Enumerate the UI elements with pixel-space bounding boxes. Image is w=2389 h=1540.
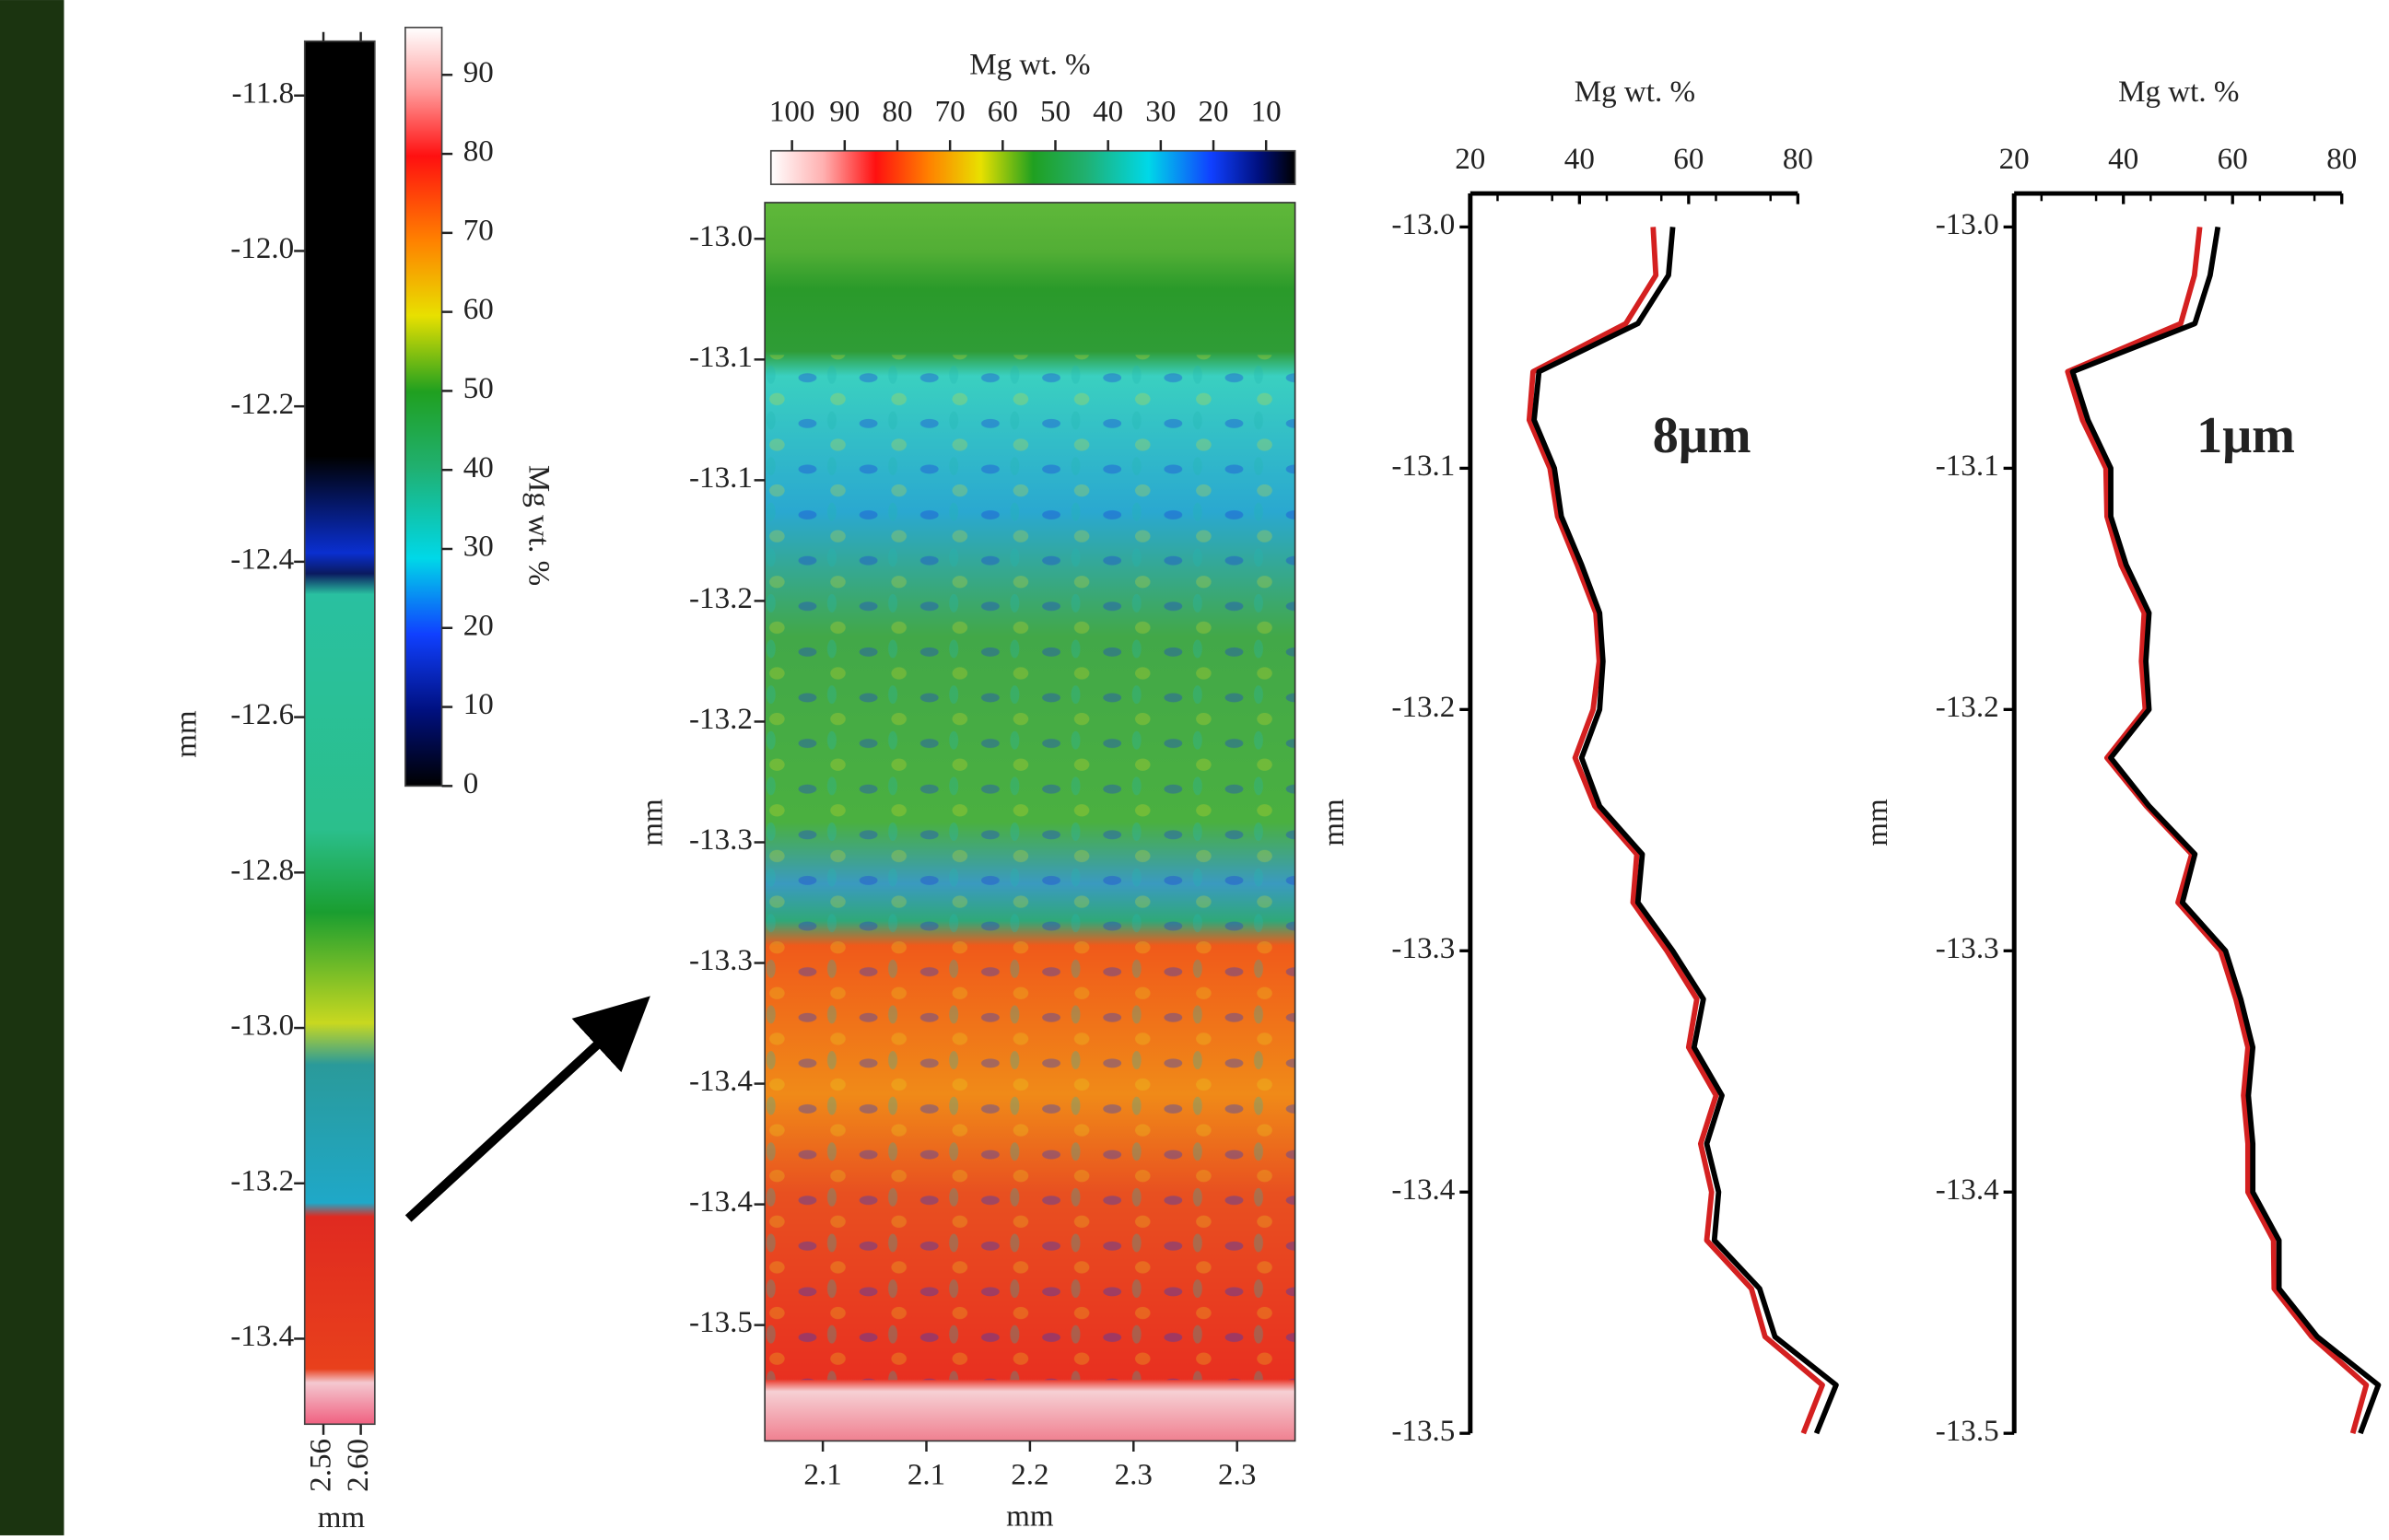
y-tick-label: -13.3 xyxy=(1936,932,1999,965)
colorbar-tick-label: 30 xyxy=(1145,96,1176,129)
y-tick-label: -13.5 xyxy=(1936,1415,1999,1448)
y-tick-label: 50 xyxy=(463,372,494,405)
x-tick-label: 2.3 xyxy=(1218,1459,1256,1492)
y-tick-label: -13.0 xyxy=(230,1009,294,1043)
y-tick-label: -13.1 xyxy=(1936,449,1999,483)
y-tick-label: -13.5 xyxy=(689,1306,753,1339)
y-tick-label: -13.2 xyxy=(1936,691,1999,724)
y-tick-label: -13.4 xyxy=(1391,1173,1455,1207)
x-tick-label: 80 xyxy=(2326,143,2357,176)
y-tick-label: -13.3 xyxy=(689,823,753,857)
y-tick-label: 90 xyxy=(463,56,494,89)
profile-line xyxy=(1526,227,1825,1435)
map-image xyxy=(304,41,375,1425)
colorbar xyxy=(769,149,1296,185)
y-tick-label: 80 xyxy=(463,135,494,169)
y-tick-label: -12.4 xyxy=(230,542,294,576)
x-tick-label: 2.1 xyxy=(803,1459,841,1492)
colorbar-tick-label: 40 xyxy=(1093,96,1123,129)
y-tick-label: -13.2 xyxy=(689,582,753,615)
y-axis-label: mm xyxy=(1861,799,1894,846)
x-axis-label: Mg wt. % xyxy=(1575,76,1695,109)
x-tick-label: 60 xyxy=(1673,143,1704,176)
colorbar xyxy=(404,26,443,788)
colorbar-tick-label: 70 xyxy=(935,96,966,129)
y-tick-label: -13.0 xyxy=(1936,208,1999,241)
x-axis-label: mm xyxy=(1006,1499,1054,1533)
colorbar-tick-label: 10 xyxy=(1251,96,1282,129)
y-tick-label: -13.1 xyxy=(689,341,753,374)
annotation: 8μm xyxy=(1653,407,1751,464)
y-tick-label: -13.0 xyxy=(689,220,753,253)
y-axis-label: mm xyxy=(1317,799,1351,846)
y-tick-label: -13.3 xyxy=(1391,932,1455,965)
y-tick-label: -13.4 xyxy=(230,1320,294,1353)
x-tick-label: 20 xyxy=(1999,143,2030,176)
y-tick-label: -13.2 xyxy=(1391,691,1455,724)
y-tick-label: -12.0 xyxy=(230,232,294,265)
y-tick-label: -13.4 xyxy=(689,1065,753,1098)
colorbar-label: Mg wt. % xyxy=(522,465,556,586)
y-tick-label: -13.0 xyxy=(1391,208,1455,241)
y-tick-label: 60 xyxy=(463,293,494,326)
y-axis-label: mm xyxy=(637,799,670,846)
x-tick-label: 2.1 xyxy=(908,1459,945,1492)
x-axis-label: mm xyxy=(318,1501,366,1534)
y-tick-label: -12.6 xyxy=(230,698,294,731)
x-tick-label: 2.60 xyxy=(342,1439,375,1492)
y-tick-label: -13.2 xyxy=(689,703,753,736)
colorbar-label: Mg wt. % xyxy=(969,48,1090,81)
y-tick-label: -11.8 xyxy=(232,76,295,110)
colorbar-tick-label: 20 xyxy=(1198,96,1228,129)
annotation: 1μm xyxy=(2196,407,2295,464)
y-axis-label: mm xyxy=(170,710,204,758)
y-tick-label: 20 xyxy=(463,609,494,642)
y-tick-label: 30 xyxy=(463,531,494,564)
map-texture xyxy=(765,355,1295,1381)
x-tick-label: 2.56 xyxy=(305,1439,338,1492)
y-tick-label: -13.2 xyxy=(230,1164,294,1197)
y-tick-label: -13.4 xyxy=(1936,1173,1999,1207)
y-tick-label: 70 xyxy=(463,214,494,247)
x-tick-label: 40 xyxy=(1564,143,1595,176)
y-tick-label: -12.2 xyxy=(230,388,294,421)
arrow xyxy=(404,996,650,1222)
x-tick-label: 2.3 xyxy=(1115,1459,1153,1492)
profile-line xyxy=(2069,226,2382,1435)
plot-frame xyxy=(303,40,376,1426)
x-tick-label: 60 xyxy=(2218,143,2248,176)
x-axis-label: Mg wt. % xyxy=(2118,76,2239,109)
x-tick-label: 40 xyxy=(2108,143,2138,176)
colorbar-tick-label: 90 xyxy=(829,96,860,129)
y-tick-label: -13.4 xyxy=(689,1185,753,1219)
y-tick-label: -12.8 xyxy=(230,854,294,887)
colorbar-tick-label: 60 xyxy=(988,96,1018,129)
x-tick-label: 20 xyxy=(1455,143,1485,176)
profile-line xyxy=(1531,227,1839,1435)
y-tick-label: -13.1 xyxy=(689,461,753,495)
y-tick-label: -13.3 xyxy=(689,944,753,977)
y-tick-label: -13.1 xyxy=(1391,449,1455,483)
y-tick-label: 40 xyxy=(463,451,494,484)
y-tick-label: 0 xyxy=(463,767,479,800)
y-tick-label: 10 xyxy=(463,688,494,721)
x-tick-label: 2.2 xyxy=(1011,1459,1048,1492)
colorbar-tick-label: 100 xyxy=(769,96,815,129)
colorbar-tick-label: 80 xyxy=(882,96,912,129)
y-tick-label: -13.5 xyxy=(1391,1415,1455,1448)
side-bar xyxy=(0,0,64,1535)
x-tick-label: 80 xyxy=(1783,143,1813,176)
colorbar-tick-label: 50 xyxy=(1040,96,1071,129)
